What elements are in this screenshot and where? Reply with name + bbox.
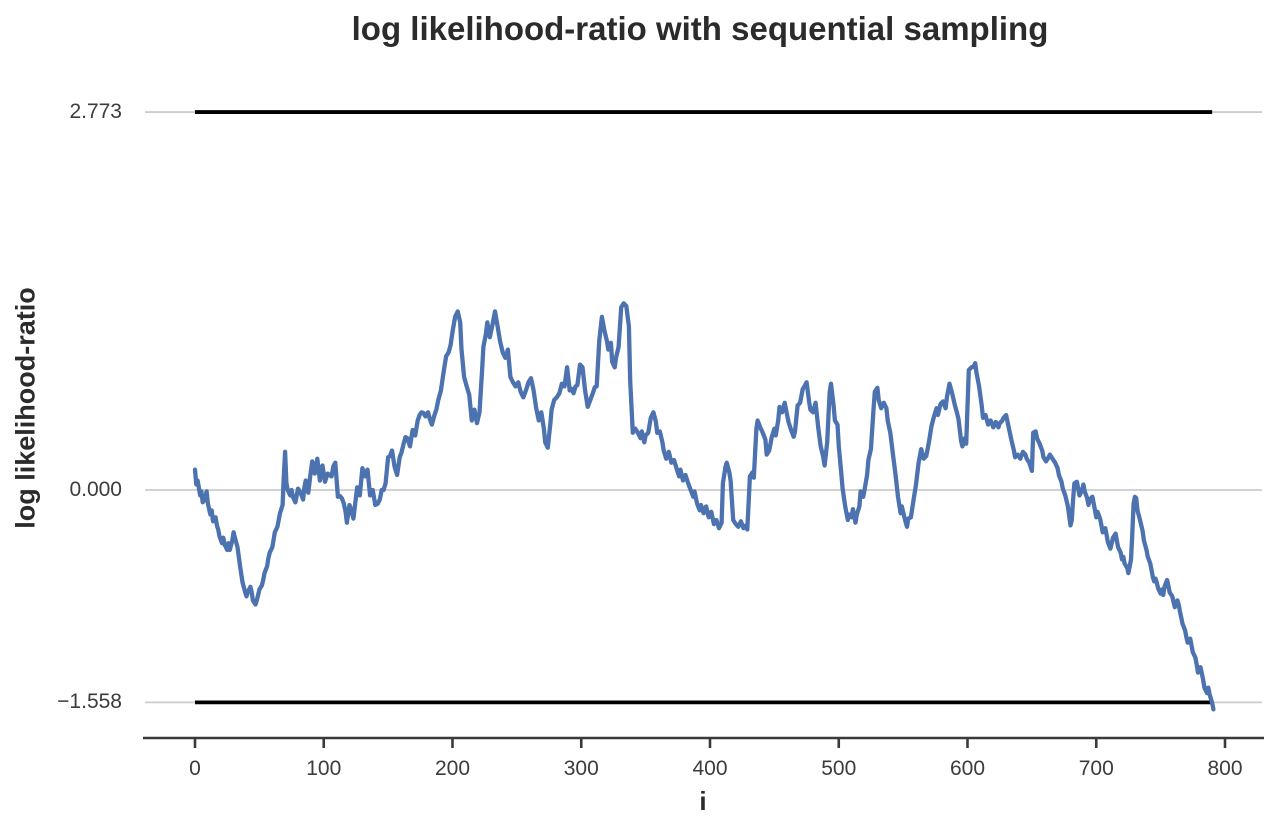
llr-series-line bbox=[192, 301, 1216, 712]
x-tick-label: 400 bbox=[692, 757, 728, 780]
x-tick-label: 800 bbox=[1207, 757, 1243, 780]
x-tick-label: 200 bbox=[434, 757, 471, 780]
y-tick-label: −1.558 bbox=[57, 690, 122, 714]
x-tick-label: 0 bbox=[189, 757, 201, 780]
x-tick-label: 500 bbox=[821, 757, 857, 780]
x-tick-label: 600 bbox=[949, 757, 986, 780]
x-tick-label: 700 bbox=[1078, 757, 1114, 780]
y-tick-label: 2.773 bbox=[69, 100, 122, 124]
chart-title: log likelihood-ratio with sequential sam… bbox=[351, 10, 1049, 47]
x-tick-label: 100 bbox=[306, 757, 342, 780]
x-tick-label: 300 bbox=[563, 757, 599, 780]
y-tick-label: 0.000 bbox=[69, 478, 122, 501]
x-axis-label: i bbox=[699, 786, 707, 816]
